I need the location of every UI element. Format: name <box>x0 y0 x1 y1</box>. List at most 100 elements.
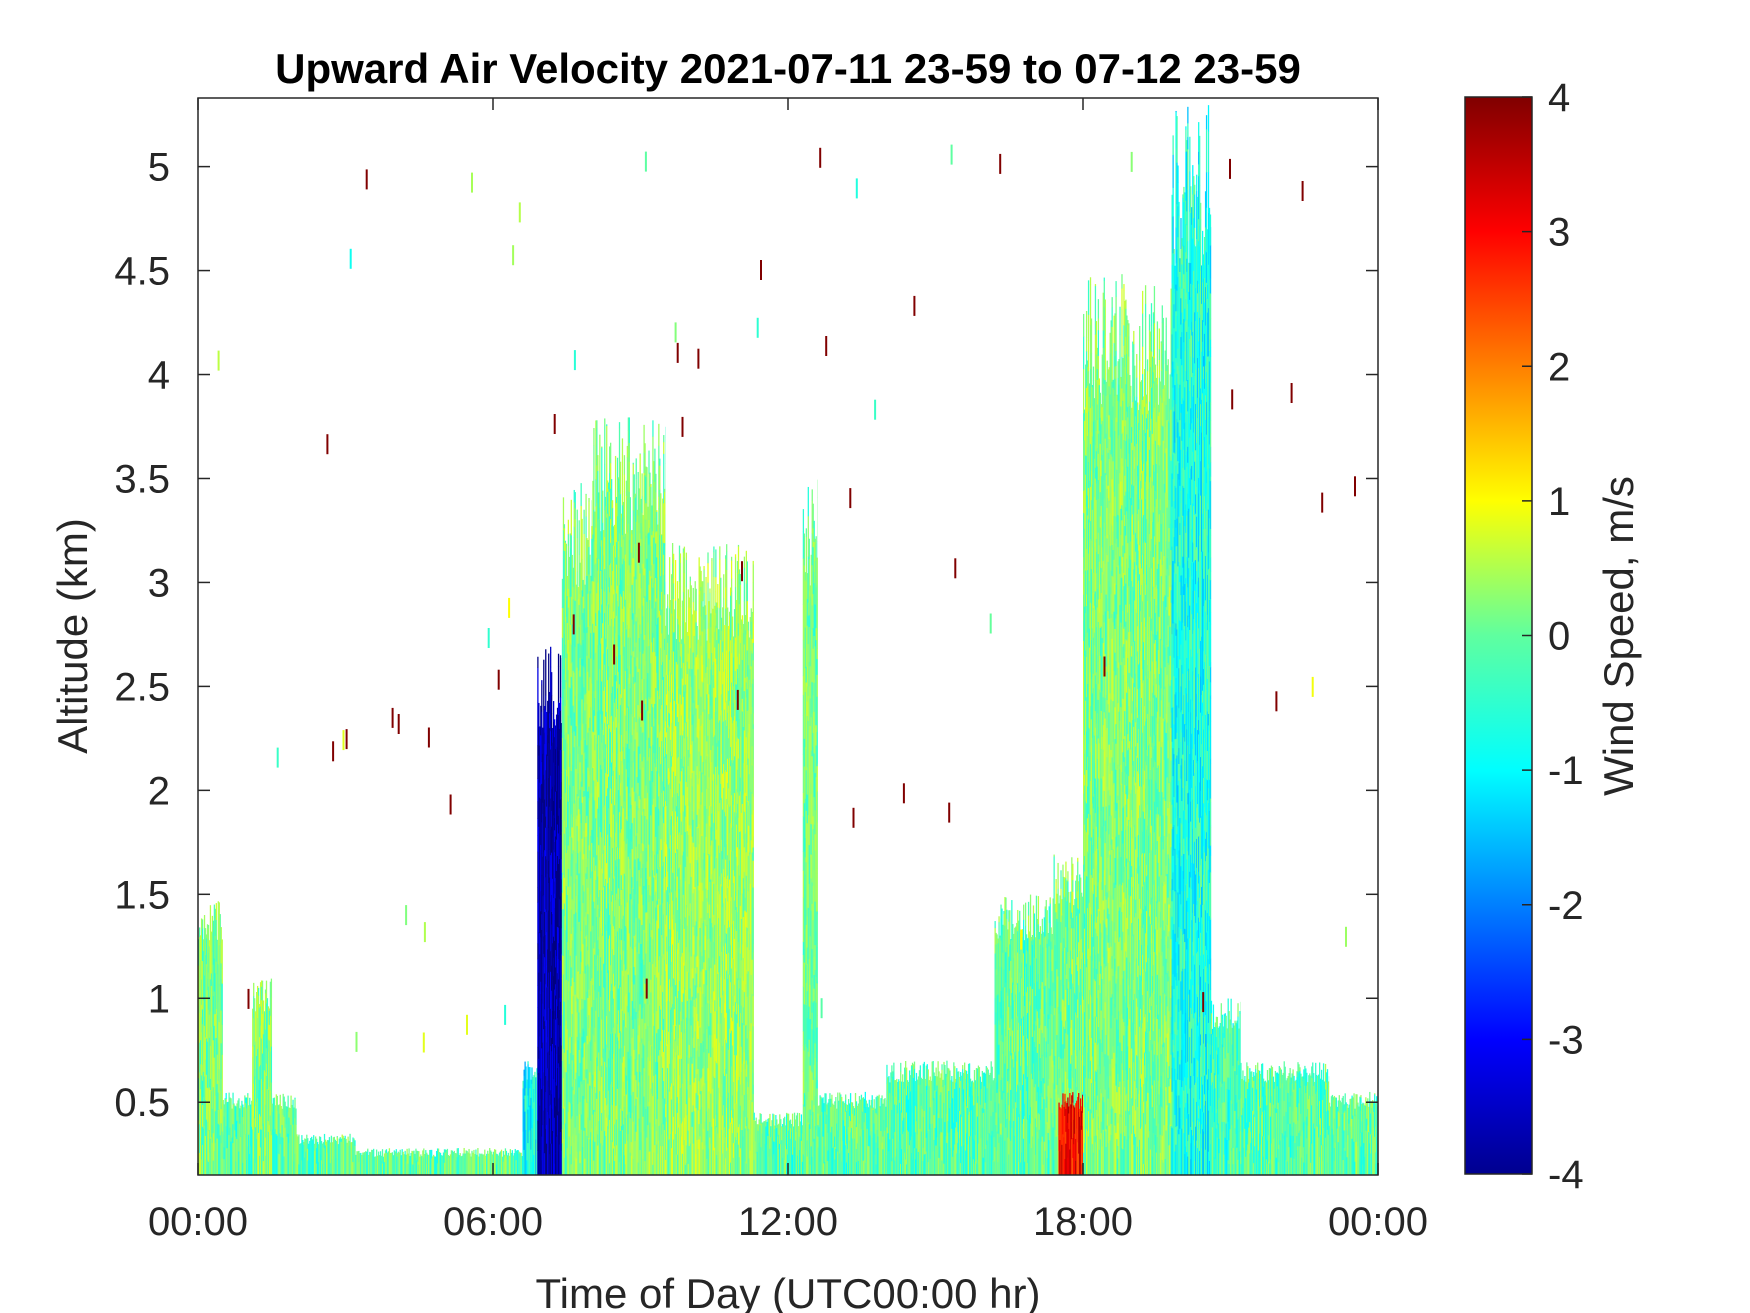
heatmap-cell <box>423 1148 425 1158</box>
heatmap-cell <box>626 570 629 585</box>
heatmap-cell <box>691 968 693 997</box>
heatmap-cell <box>687 834 689 877</box>
heatmap-cell <box>556 791 559 825</box>
heatmap-cell <box>594 653 596 698</box>
heatmap-cell <box>616 527 619 551</box>
heatmap-cell <box>588 727 590 760</box>
heatmap-cell <box>281 1124 283 1175</box>
heatmap-cell <box>200 918 203 929</box>
heatmap-cell <box>571 853 573 900</box>
heatmap-cell <box>620 1087 623 1106</box>
heatmap-cell <box>659 640 661 663</box>
heatmap-cell <box>336 1137 338 1175</box>
heatmap-cell <box>623 1026 626 1046</box>
heatmap-cell <box>653 798 655 812</box>
heatmap-cell <box>554 1044 557 1083</box>
heatmap-cell <box>579 789 581 815</box>
heatmap-cell <box>648 584 650 635</box>
heatmap-cell <box>665 1103 667 1118</box>
heatmap-cell <box>552 957 555 977</box>
heatmap-cell <box>220 1010 222 1044</box>
heatmap-cell <box>614 984 617 1034</box>
heatmap-cell <box>653 1152 655 1175</box>
heatmap-cell <box>662 592 664 607</box>
heatmap-cell <box>690 824 692 854</box>
heatmap-cell <box>654 875 656 895</box>
heatmap-cell <box>638 565 640 609</box>
heatmap-cell <box>262 1033 265 1082</box>
heatmap-cell <box>621 1023 624 1063</box>
heatmap-cell <box>257 1134 259 1175</box>
heatmap-cell <box>254 1017 256 1045</box>
heatmap-cell <box>651 886 653 931</box>
heatmap-cell <box>646 538 648 559</box>
heatmap-cell <box>695 997 697 1022</box>
heatmap-cell <box>527 1064 529 1096</box>
heatmap-cell <box>631 619 633 658</box>
heatmap-cell <box>645 535 647 575</box>
heatmap-cell <box>279 1133 281 1145</box>
heatmap-cell <box>545 1091 547 1108</box>
heatmap-cell <box>423 1157 425 1175</box>
heatmap-cell <box>665 1001 667 1031</box>
heatmap-cell <box>571 1013 573 1035</box>
heatmap-cell <box>627 815 629 857</box>
heatmap-cell <box>699 945 701 964</box>
heatmap-cell <box>561 1106 564 1130</box>
heatmap-cell <box>587 671 589 686</box>
heatmap-cell <box>609 877 611 890</box>
heatmap-cell <box>687 1063 689 1082</box>
heatmap-cell <box>574 994 576 1044</box>
heatmap-cell <box>644 983 646 1004</box>
heatmap-cell <box>655 836 657 880</box>
heatmap-cell <box>639 919 641 933</box>
heatmap-cell <box>539 833 541 860</box>
heatmap-cell <box>611 752 614 776</box>
heatmap-cell <box>400 1155 402 1175</box>
heatmap-cell <box>218 914 220 946</box>
heatmap-cell <box>551 1107 553 1144</box>
heatmap-cell <box>549 1105 551 1119</box>
heatmap-cell <box>618 684 621 735</box>
heatmap-cell <box>598 648 600 700</box>
heatmap-cell <box>649 747 651 781</box>
heatmap-cell <box>700 868 702 919</box>
heatmap-cell <box>264 1137 267 1156</box>
heatmap-cell <box>584 796 586 838</box>
heatmap-cell <box>244 1134 246 1175</box>
heatmap-cell <box>599 668 601 711</box>
heatmap-cell <box>589 625 591 678</box>
heatmap-cell <box>596 420 598 429</box>
heatmap-cell <box>694 886 696 926</box>
heatmap-cell <box>651 505 653 536</box>
heatmap-cell <box>682 552 685 593</box>
heatmap-cell <box>624 1163 627 1175</box>
heatmap-cell <box>378 1155 381 1175</box>
heatmap-cell <box>600 927 602 958</box>
heatmap-cell <box>630 655 632 683</box>
heatmap-cell <box>550 854 552 902</box>
heatmap-cell <box>655 532 657 544</box>
heatmap-cell <box>266 1045 269 1090</box>
heatmap-cell <box>269 981 272 1016</box>
heatmap-cell <box>646 759 648 799</box>
heatmap-cell <box>575 878 577 896</box>
heatmap-cell <box>252 1057 254 1093</box>
heatmap-cell <box>547 1052 549 1069</box>
heatmap-cell <box>258 1007 261 1038</box>
heatmap-cell <box>613 804 616 843</box>
heatmap-cell <box>576 923 578 967</box>
heatmap-cell <box>220 1142 222 1162</box>
heatmap-cell <box>590 1060 592 1110</box>
heatmap-cell <box>602 710 604 731</box>
heatmap-cell <box>634 570 636 615</box>
heatmap-cell <box>553 830 556 842</box>
heatmap-cell <box>645 660 647 699</box>
heatmap-cell <box>638 668 640 717</box>
heatmap-cell <box>217 1123 219 1175</box>
heatmap-cell <box>648 519 650 533</box>
heatmap-cell <box>598 492 600 520</box>
heatmap-cell <box>578 1012 580 1050</box>
heatmap-cell <box>543 965 545 1017</box>
heatmap-cell <box>614 832 617 861</box>
